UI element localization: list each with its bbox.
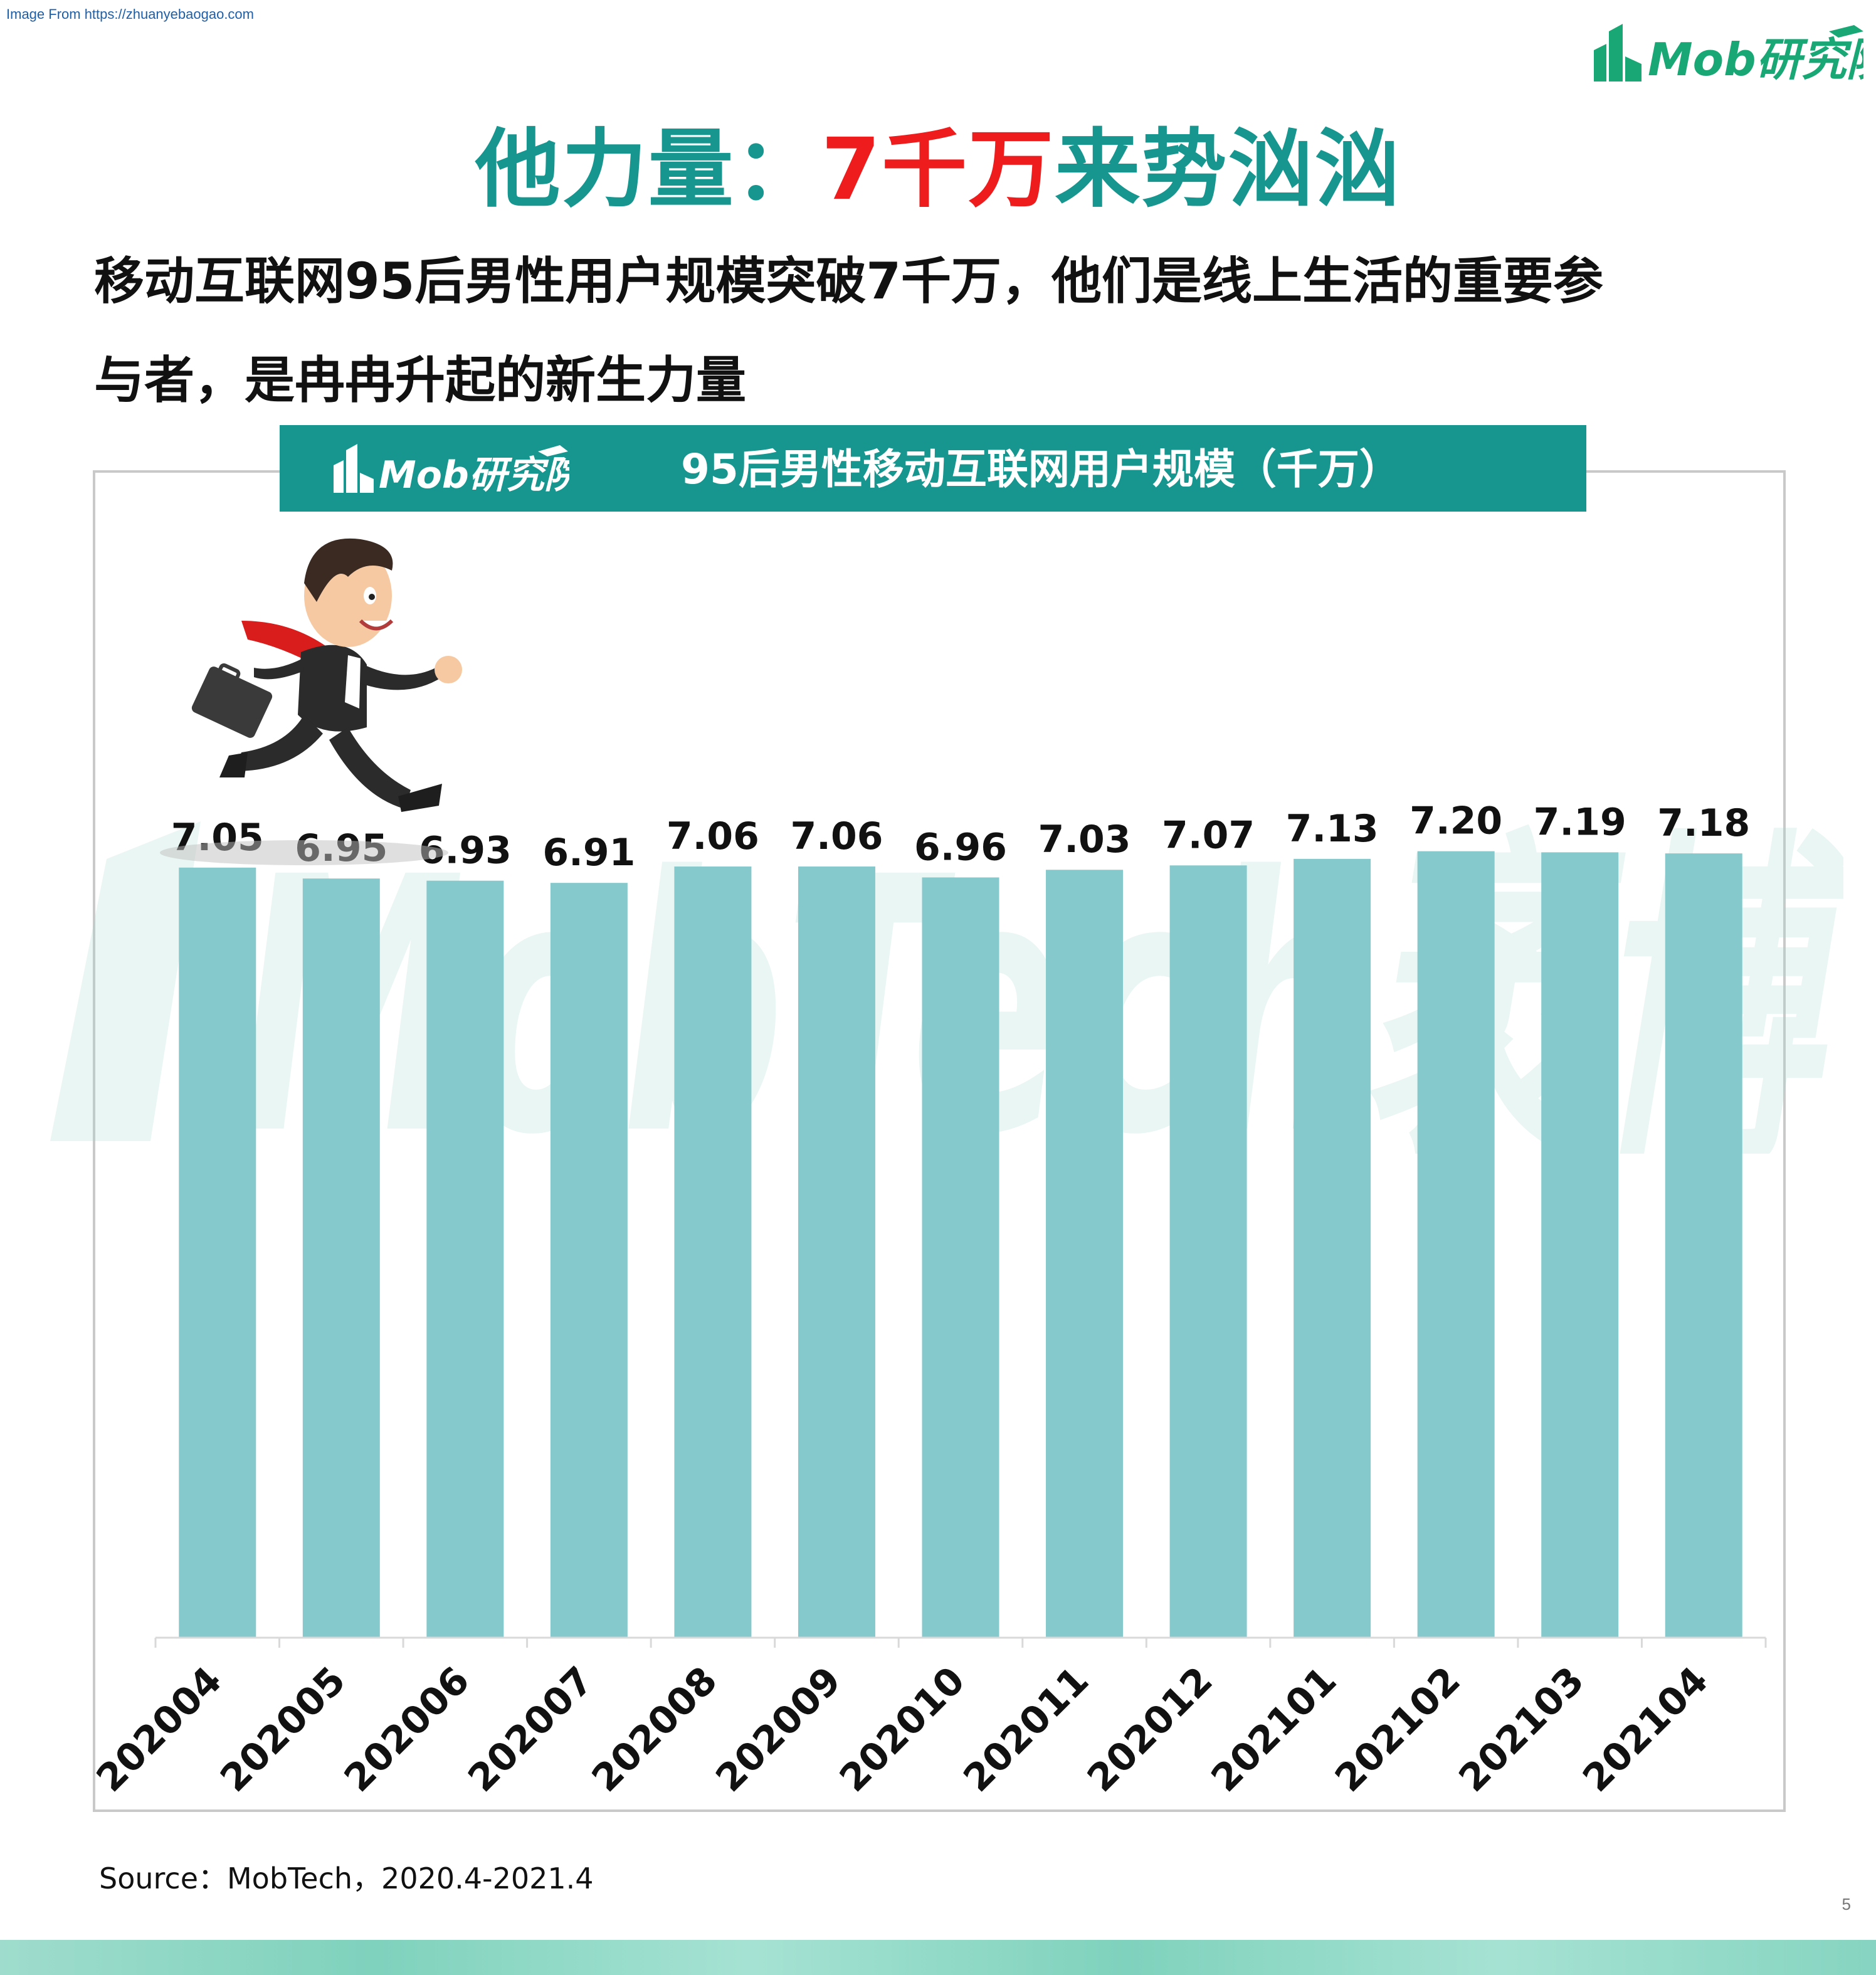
value-label: 7.03 [1038,818,1131,861]
bar-202006 [426,880,504,1638]
bar-202010 [922,877,999,1638]
value-label: 6.91 [542,831,635,875]
footer-band [0,1940,1876,1975]
bar-202012 [1169,865,1247,1638]
value-label: 7.20 [1410,799,1502,843]
bar-202103 [1541,852,1619,1638]
brand-name: Mob研究院 [1648,33,1863,86]
bar-202005 [302,878,380,1638]
page-title: 他力量：7千万来势汹汹 [0,100,1876,224]
chart-title: 95后男性移动互联网用户规模（千万） [681,445,1401,493]
x-tick-label: 202104 [1574,1658,1717,1801]
value-label: 7.19 [1534,800,1626,844]
bar-202011 [1046,870,1124,1638]
title-accent: 7千万 [821,120,1055,219]
value-label: 7.07 [1162,813,1255,857]
bar-202101 [1294,858,1371,1638]
value-label: 7.06 [667,814,759,858]
value-label: 7.06 [790,814,883,858]
x-tick-label: 202005 [212,1658,354,1801]
bar-202004 [179,867,256,1638]
x-tick-label: 202009 [707,1658,850,1801]
brand-name: Mob研究院 [379,453,569,497]
bar-202104 [1665,853,1742,1638]
value-label: 6.96 [914,825,1007,869]
mob-logo-icon: Mob研究院 [1594,24,1863,86]
source-citation: Source：MobTech，2020.4-2021.4 [99,1862,594,1895]
x-tick-label: 202102 [1327,1658,1469,1801]
value-label: 7.18 [1657,801,1750,845]
x-tick-label: 202007 [460,1658,602,1801]
value-label: 7.13 [1286,807,1379,851]
x-tick-label: 202103 [1451,1658,1593,1801]
x-tick-label: 202011 [956,1658,1098,1801]
bar-202007 [550,883,628,1638]
x-axis [154,1636,1767,1648]
x-tick-label: 202006 [336,1658,478,1801]
bar-202008 [674,866,752,1638]
x-tick-label: 202012 [1079,1658,1221,1801]
bar-group [179,851,1742,1638]
mob-logo-icon: Mob研究院 [334,444,569,497]
subtitle-line-2: 与者，是冉冉升起的新生力量 [94,351,746,409]
subtitle-line-1: 移动互联网95后男性用户规模突破7千万，他们是线上生活的重要参 [94,252,1603,310]
page-number: 5 [1842,1895,1851,1914]
title-part-2: 来势汹汹 [1055,120,1401,219]
bar-202102 [1417,851,1495,1638]
chart-header-banner: Mob研究院 95后男性移动互联网用户规模（千万） [280,425,1586,512]
x-tick-label: 202101 [1203,1658,1346,1801]
x-tick-label: 202010 [831,1658,974,1801]
bar-202009 [798,866,875,1638]
source-url-note[interactable]: Image From https://zhuanyebaogao.com [6,6,254,22]
page-subtitle: 移动互联网95后男性用户规模突破7千万，他们是线上生活的重要参 与者，是冉冉升起… [94,232,1787,430]
x-tick-label: 202008 [584,1658,726,1801]
x-tick-label: 202004 [88,1658,231,1801]
title-part-1: 他力量： [475,120,821,219]
running-businessman-icon [160,538,462,865]
